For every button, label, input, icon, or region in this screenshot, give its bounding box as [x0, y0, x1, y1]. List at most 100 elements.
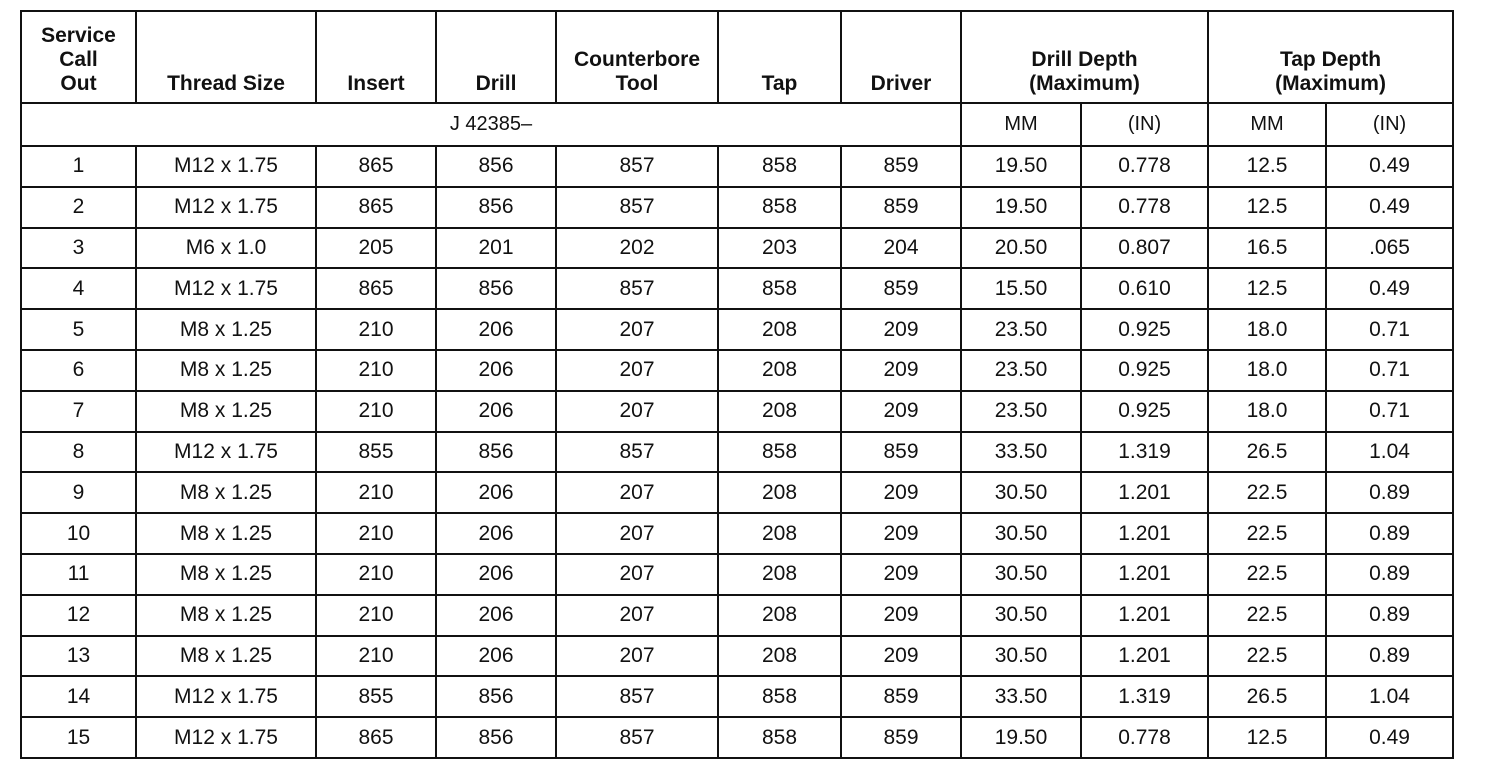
data-cell: 22.5 [1207, 552, 1328, 596]
data-cell: 30.50 [960, 552, 1082, 596]
data-cell: 12.5 [1207, 145, 1328, 188]
data-cell: 209 [840, 512, 962, 555]
data-cell: 204 [840, 226, 962, 270]
header-cell: Insert [315, 10, 437, 104]
data-cell: 12 [20, 593, 137, 637]
data-cell: 22.5 [1207, 634, 1328, 678]
data-cell: 15 [20, 716, 137, 759]
data-cell: 210 [315, 593, 437, 637]
data-cell: 1.201 [1079, 593, 1210, 637]
data-cell: 858 [717, 716, 842, 759]
data-cell: 9 [20, 471, 137, 515]
data-cell: 206 [435, 512, 557, 555]
data-row: 13 M8 x 1.25 210 206 207 208 209 30.50 1.201 22.5… [20, 634, 1455, 678]
data-cell: 210 [315, 389, 437, 433]
data-cell: 206 [435, 348, 557, 392]
data-cell: 1.201 [1079, 471, 1210, 515]
data-cell: 209 [840, 389, 962, 433]
data-cell: M12 x 1.75 [135, 267, 317, 311]
header-cell: Service Call Out [20, 10, 137, 104]
data-cell: 0.89 [1325, 552, 1455, 596]
header-cell: Counterbore Tool [555, 10, 719, 104]
data-cell: 206 [435, 471, 557, 515]
data-cell: 16.5 [1207, 226, 1328, 270]
table-container: Service Call Out Thread Size Insert Drill Co… [20, 10, 1455, 759]
data-cell: 26.5 [1207, 430, 1328, 474]
data-cell: 0.925 [1079, 389, 1210, 433]
data-cell: 23.50 [960, 389, 1082, 433]
data-cell: 12.5 [1207, 716, 1328, 759]
data-cell: 8 [20, 430, 137, 474]
data-cell: 18.0 [1207, 308, 1328, 351]
data-cell: 207 [555, 308, 719, 351]
data-cell: 0.49 [1325, 716, 1455, 759]
data-cell: 0.89 [1325, 593, 1455, 637]
data-cell: M12 x 1.75 [135, 430, 317, 474]
data-cell: M12 x 1.75 [135, 675, 317, 719]
data-cell: 856 [435, 145, 557, 188]
data-cell: 4 [20, 267, 137, 311]
data-row: 3 M6 x 1.0 205 201 202 203 204 20.50 0.807 16.5.0… [20, 226, 1455, 270]
data-cell: M12 x 1.75 [135, 145, 317, 188]
data-cell: 1.319 [1079, 675, 1210, 719]
data-cell: M8 x 1.25 [135, 552, 317, 596]
data-cell: 209 [840, 471, 962, 515]
data-cell: 207 [555, 552, 719, 596]
data-cell: M8 x 1.25 [135, 634, 317, 678]
data-cell: 12.5 [1207, 185, 1328, 229]
data-cell: 30.50 [960, 512, 1082, 555]
data-cell: 2 [20, 185, 137, 229]
data-cell: 857 [555, 185, 719, 229]
data-cell: 857 [555, 267, 719, 311]
data-cell: 1.201 [1079, 512, 1210, 555]
data-cell: .065 [1325, 226, 1455, 270]
subheader-cell: J 42385– [20, 102, 962, 147]
data-cell: 209 [840, 634, 962, 678]
data-cell: 206 [435, 389, 557, 433]
data-cell: 23.50 [960, 308, 1082, 351]
data-cell: 0.71 [1325, 348, 1455, 392]
data-cell: 33.50 [960, 675, 1082, 719]
data-cell: 208 [717, 593, 842, 637]
data-row: 12 M8 x 1.25 210 206 207 208 209 30.50 1.201 22.5… [20, 593, 1455, 637]
data-cell: 1.201 [1079, 634, 1210, 678]
data-cell: M8 x 1.25 [135, 593, 317, 637]
data-cell: 865 [315, 145, 437, 188]
data-cell: 856 [435, 185, 557, 229]
data-cell: 201 [435, 226, 557, 270]
data-row: 1 M12 x 1.75 865 856 857 858 859 19.50 0.778 12.5… [20, 145, 1455, 188]
data-cell: M6 x 1.0 [135, 226, 317, 270]
data-cell: 1.319 [1079, 430, 1210, 474]
data-cell: 0.71 [1325, 389, 1455, 433]
data-cell: 209 [840, 348, 962, 392]
data-cell: 20.50 [960, 226, 1082, 270]
header-cell: Drill [435, 10, 557, 104]
data-cell: 0.778 [1079, 185, 1210, 229]
data-cell: 209 [840, 593, 962, 637]
data-cell: 207 [555, 389, 719, 433]
data-cell: 0.49 [1325, 145, 1455, 188]
data-cell: 19.50 [960, 716, 1082, 759]
data-cell: 208 [717, 308, 842, 351]
data-cell: 857 [555, 430, 719, 474]
data-cell: 19.50 [960, 145, 1082, 188]
data-cell: 22.5 [1207, 593, 1328, 637]
data-cell: 1 [20, 145, 137, 188]
data-cell: 33.50 [960, 430, 1082, 474]
data-cell: 0.925 [1079, 348, 1210, 392]
data-cell: 0.49 [1325, 267, 1455, 311]
data-cell: 13 [20, 634, 137, 678]
data-cell: 208 [717, 512, 842, 555]
data-cell: M8 x 1.25 [135, 348, 317, 392]
data-cell: 209 [840, 308, 962, 351]
data-cell: 202 [555, 226, 719, 270]
header-cell: Tap [717, 10, 842, 104]
data-row: 8 M12 x 1.75 855 856 857 858 859 33.50 1.319 26.5… [20, 430, 1455, 474]
data-cell: 0.610 [1079, 267, 1210, 311]
data-cell: 855 [315, 430, 437, 474]
data-row: 14 M12 x 1.75 855 856 857 858 859 33.50 1.319 26.… [20, 675, 1455, 719]
data-cell: 856 [435, 716, 557, 759]
header-row: Service Call Out Thread Size Insert Drill Co… [20, 10, 1455, 104]
data-cell: 858 [717, 267, 842, 311]
